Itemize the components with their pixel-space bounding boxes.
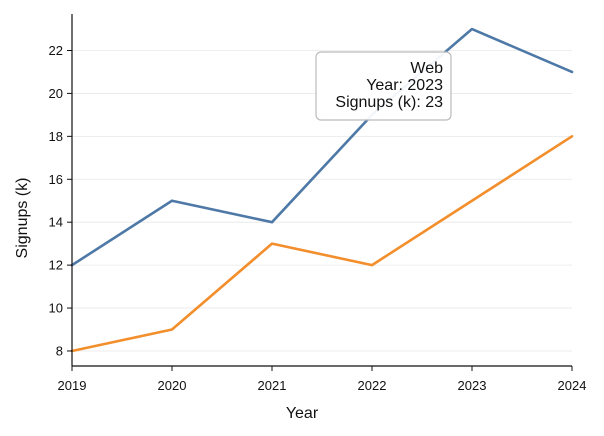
- y-tick-label: 14: [49, 215, 63, 230]
- x-tick-label: 2021: [258, 378, 287, 393]
- x-tick-label: 2019: [58, 378, 87, 393]
- tooltip-series-label: Web: [410, 60, 443, 77]
- axes: [71, 14, 572, 367]
- y-axis-title: Signups (k): [14, 178, 31, 259]
- y-tick-label: 16: [49, 172, 63, 187]
- tooltip-year: Year: 2023: [366, 77, 443, 94]
- y-tick-label: 10: [49, 301, 63, 316]
- x-tick-label: 2022: [358, 378, 387, 393]
- x-axis-title: Year: [286, 405, 319, 422]
- x-ticks: 2019 2020 2021 2022 2023 2024: [58, 366, 587, 393]
- series-line-1[interactable]: [70, 135, 574, 353]
- series-line-0[interactable]: [70, 27, 574, 267]
- tooltip: Web Year: 2023 Signups (k): 23: [315, 51, 452, 121]
- y-tick-label: 22: [49, 43, 63, 58]
- series-lines: [70, 27, 574, 353]
- y-ticks: 8 10 12 14 16 18 20 22: [49, 43, 72, 358]
- y-tick-label: 8: [56, 343, 63, 358]
- tooltip-box: [315, 51, 452, 121]
- y-tick-label: 12: [49, 258, 63, 273]
- gridlines: [72, 50, 572, 352]
- y-tick-label: 18: [49, 129, 63, 144]
- x-tick-label: 2020: [158, 378, 187, 393]
- x-tick-label: 2024: [558, 378, 587, 393]
- x-tick-label: 2023: [458, 378, 487, 393]
- tooltip-value: Signups (k): 23: [335, 94, 443, 111]
- y-tick-label: 20: [49, 86, 63, 101]
